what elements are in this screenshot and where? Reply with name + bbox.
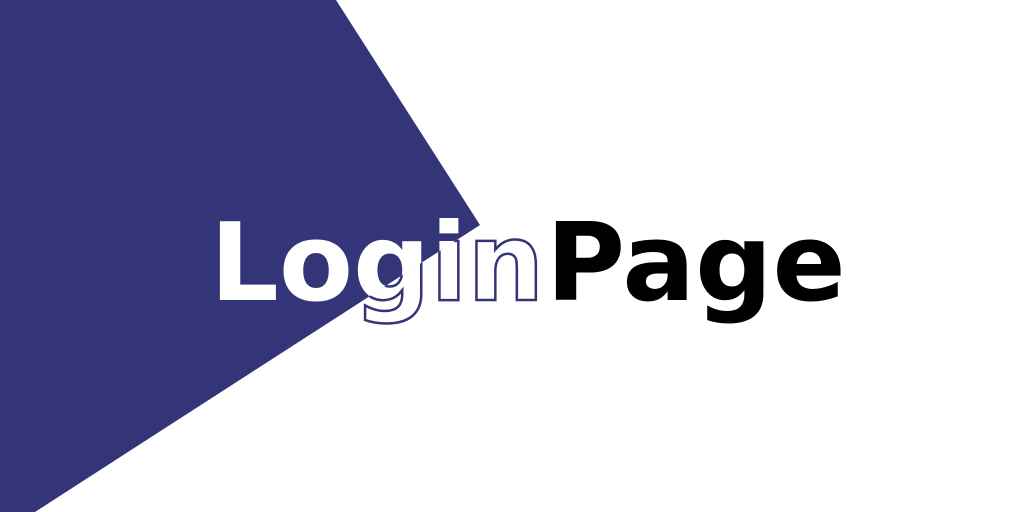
- title-word-page: Page: [546, 201, 846, 326]
